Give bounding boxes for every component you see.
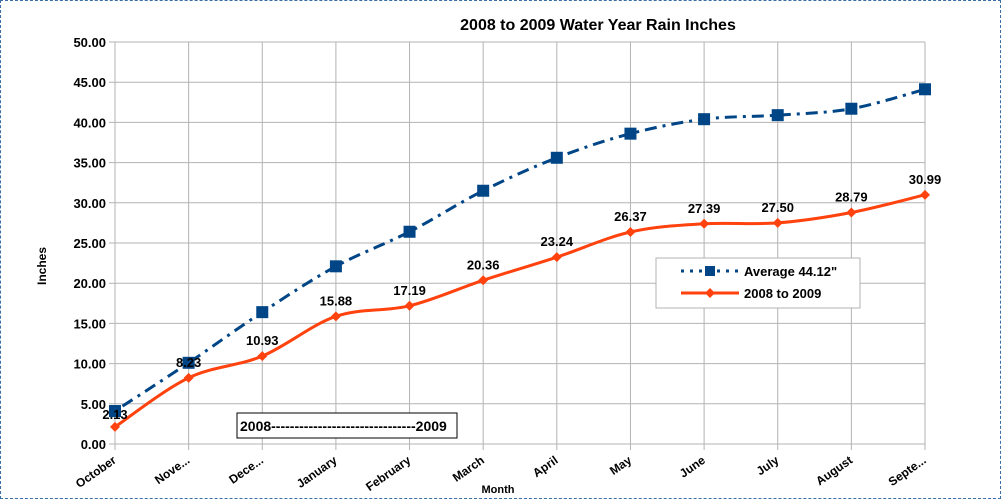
square-marker [109, 405, 121, 418]
x-tick-label: Dece... [226, 453, 266, 487]
series-line-1 [114, 193, 926, 429]
square-marker [182, 356, 195, 369]
square-marker [624, 127, 637, 140]
legend-square-marker-icon [705, 266, 715, 276]
diamond-marker [257, 351, 268, 362]
diamond-marker [478, 275, 489, 286]
diamond-marker [625, 226, 636, 237]
y-tick-label: 40.00 [73, 115, 106, 130]
diamond-marker [920, 189, 930, 200]
x-tick-label: January [294, 453, 340, 491]
x-tick-label: August [813, 453, 855, 488]
diamond-marker [699, 218, 710, 229]
data-label: 15.88 [320, 293, 353, 308]
data-label: 26.37 [614, 209, 647, 224]
y-axis-label: Inches [35, 247, 49, 285]
y-tick-label: 15.00 [73, 316, 106, 331]
y-tick-label: 20.00 [73, 276, 106, 291]
diamond-marker [330, 311, 341, 322]
x-tick-label: April [530, 453, 560, 480]
square-marker [550, 151, 563, 164]
square-marker [698, 113, 711, 126]
y-tick-label: 10.00 [73, 357, 106, 372]
data-label: 27.50 [761, 200, 794, 215]
legend-diamond-marker-icon [705, 288, 715, 298]
chart-title: 2008 to 2009 Water Year Rain Inches [460, 17, 736, 34]
diamond-marker [110, 421, 120, 432]
y-tick-label: 50.00 [73, 35, 106, 50]
legend: Average 44.12" 2008 to 2009 [655, 257, 861, 309]
data-label: 30.99 [909, 172, 942, 187]
x-tick-label: June [677, 453, 708, 481]
data-label: 20.36 [467, 257, 500, 272]
x-tick-label: May [607, 453, 634, 478]
y-tick-label: 45.00 [73, 75, 106, 90]
diamond-marker [183, 372, 194, 383]
annotation-box: 2008-------------------------------2009 [236, 412, 458, 439]
y-tick-label: 0.00 [81, 437, 106, 452]
data-label: 8.23 [176, 355, 201, 370]
y-tick-label: 5.00 [81, 397, 106, 412]
diamond-marker [551, 252, 562, 263]
data-label: 10.93 [246, 333, 279, 348]
annotation-text: 2008-------------------------------2009 [240, 418, 447, 434]
diamond-marker [404, 300, 415, 311]
y-tick-label: 35.00 [73, 156, 106, 171]
data-label: 2.13 [102, 407, 127, 422]
x-axis-label: Month [482, 484, 515, 496]
y-tick-label: 30.00 [73, 196, 106, 211]
data-label: 28.79 [835, 190, 868, 205]
legend-label-2008: 2008 to 2009 [744, 286, 821, 301]
data-label: 17.19 [393, 283, 426, 298]
data-label: 27.39 [688, 201, 721, 216]
x-tick-label: February [363, 453, 413, 494]
diamond-marker [846, 207, 857, 218]
x-tick-label: October [73, 453, 119, 491]
square-marker [919, 83, 931, 96]
data-label: 23.24 [541, 234, 574, 249]
y-tick-label: 25.00 [73, 236, 106, 251]
square-marker [477, 184, 490, 197]
square-marker [845, 102, 858, 115]
x-tick-label: Septe... [886, 453, 929, 489]
x-tick-label: July [754, 453, 782, 478]
x-tick-label: Nove... [152, 453, 192, 487]
legend-label-average: Average 44.12" [744, 264, 837, 279]
x-tick-label: March [450, 453, 487, 485]
square-marker [403, 225, 416, 238]
series-line-0 [114, 87, 926, 413]
diamond-marker [772, 217, 783, 228]
square-marker [329, 260, 342, 273]
square-marker [771, 109, 784, 122]
square-marker [256, 306, 269, 319]
